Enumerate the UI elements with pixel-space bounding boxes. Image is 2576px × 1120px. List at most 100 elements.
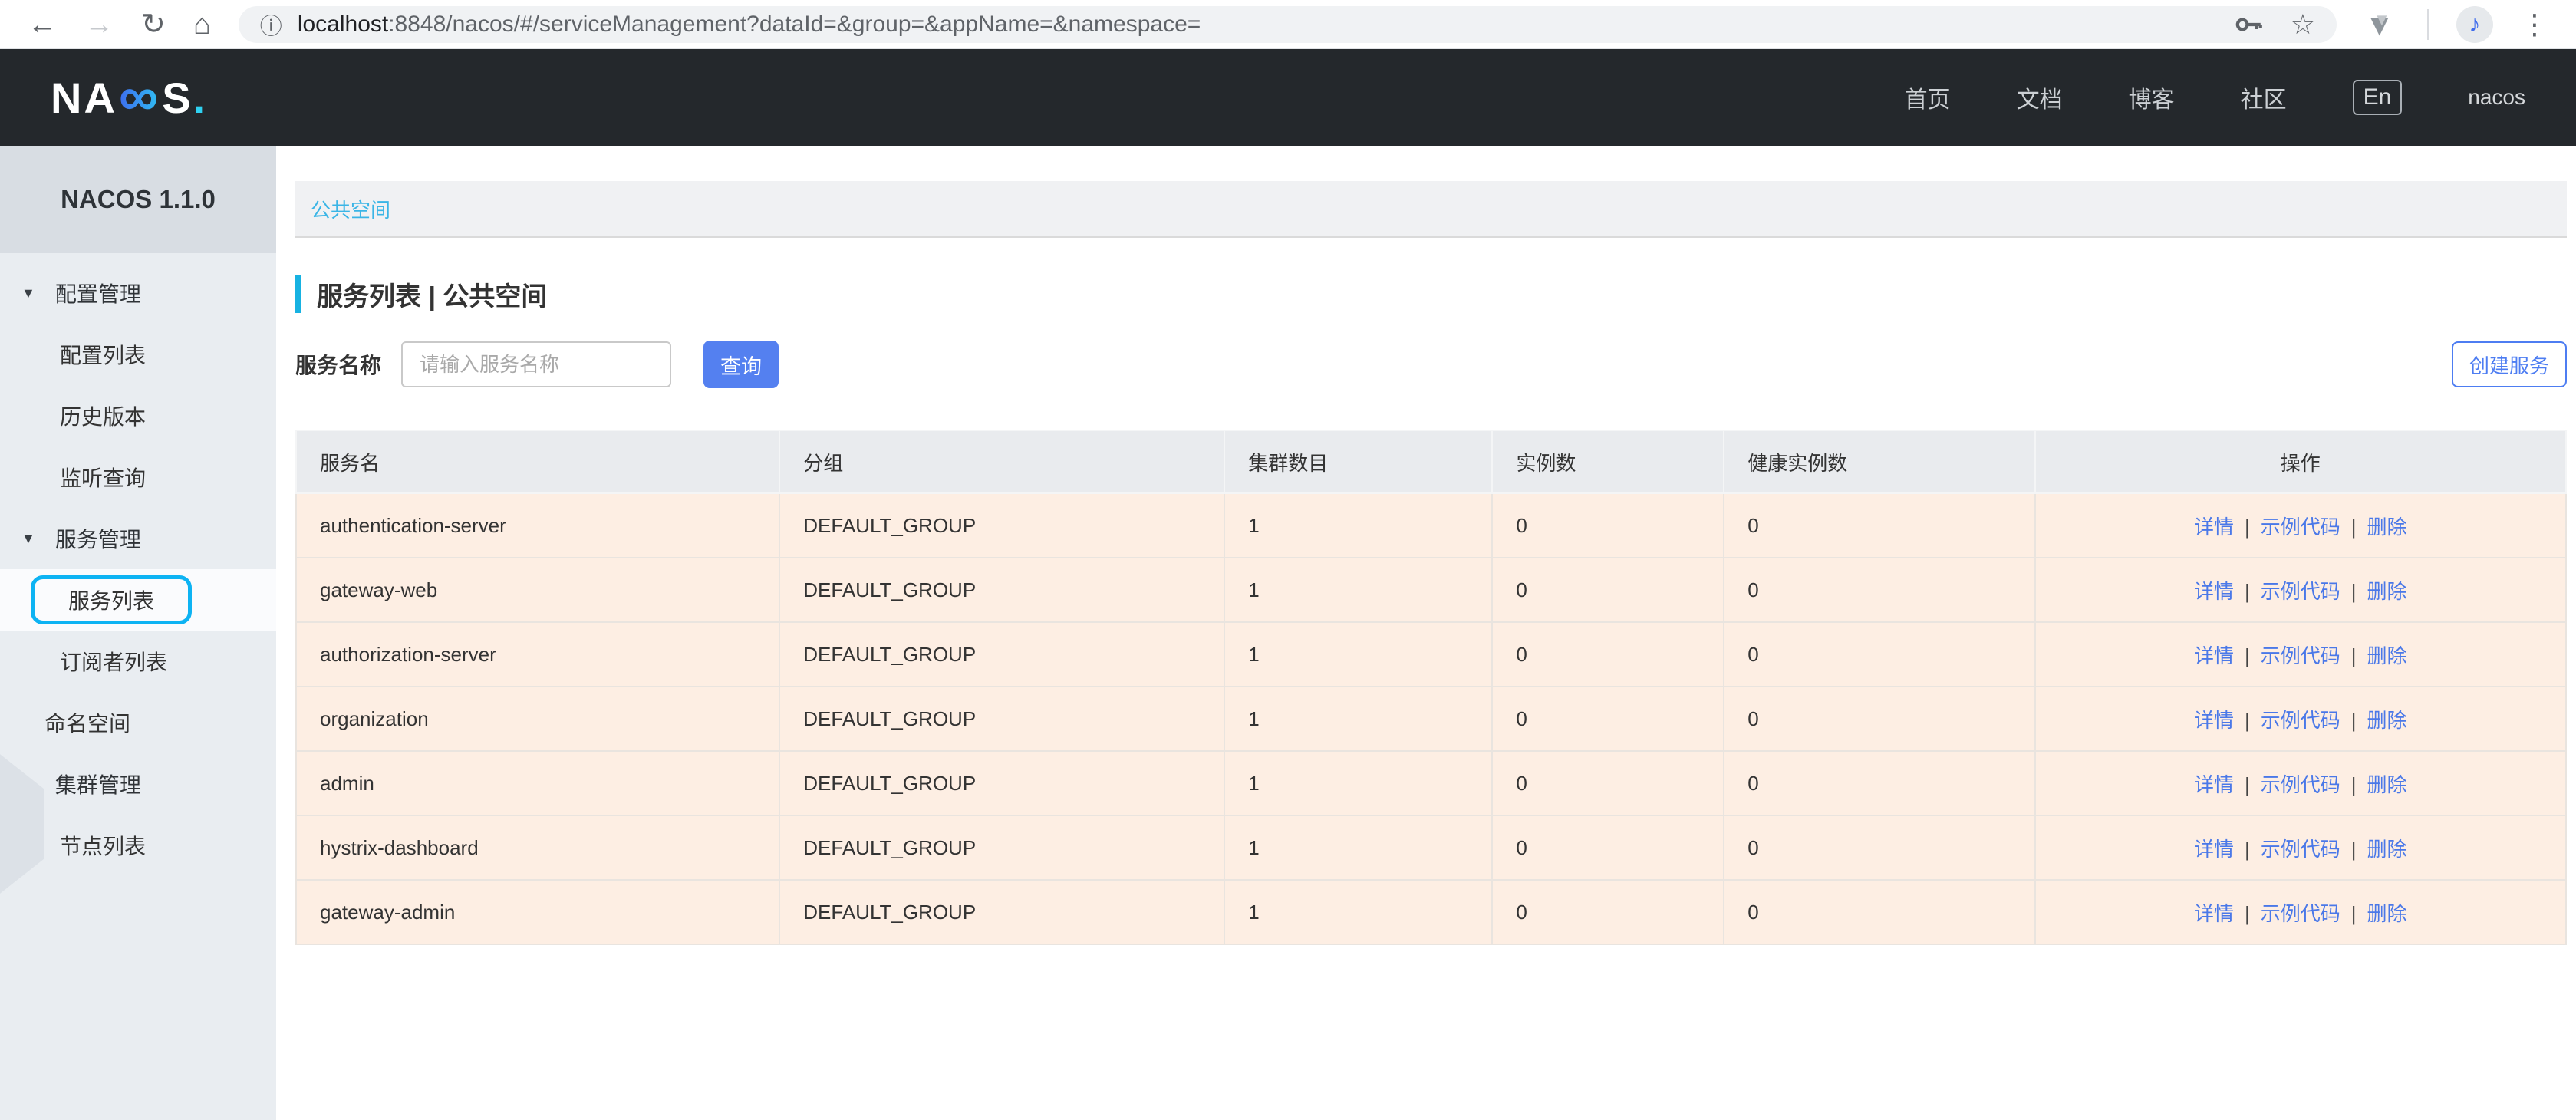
delete-link[interactable]: 删除 (2367, 772, 2407, 796)
url-host: localhost (297, 11, 389, 37)
nav-community[interactable]: 社区 (2240, 87, 2287, 113)
sidebar: NACOS 1.1.0 ▼ 配置管理 配置列表 历史版本 监听查询 ▼ 服务管理… (0, 146, 276, 1120)
sample-code-link[interactable]: 示例代码 (2260, 644, 2340, 667)
language-toggle[interactable]: En (2352, 80, 2403, 115)
service-name-cell: authorization-server (295, 621, 781, 687)
home-icon[interactable]: ⌂ (193, 8, 211, 41)
sidebar-item-config-list[interactable]: 配置列表 (60, 344, 147, 367)
actions-cell: 详情 | 示例代码 | 删除 (2034, 492, 2568, 558)
key-icon[interactable] (2232, 8, 2265, 41)
bookmark-star-icon[interactable]: ☆ (2290, 8, 2315, 40)
user-menu[interactable]: nacos (2468, 85, 2525, 109)
sidebar-item-listen-query[interactable]: 监听查询 (60, 466, 147, 490)
sample-code-link[interactable]: 示例代码 (2260, 837, 2340, 861)
table-row: authentication-server DEFAULT_GROUP 1 0 … (295, 492, 2568, 558)
col-instance-count: 实例数 (1491, 430, 1725, 494)
cluster-count-cell: 1 (1224, 621, 1494, 687)
cluster-count-cell: 1 (1224, 492, 1494, 558)
delete-link[interactable]: 删除 (2367, 515, 2407, 539)
extension-icon[interactable]: ♪ (2456, 5, 2493, 43)
sidebar-item-history[interactable]: 历史版本 (60, 405, 147, 429)
create-service-button[interactable]: 创建服务 (2452, 341, 2567, 387)
group-cell: DEFAULT_GROUP (779, 621, 1226, 687)
vue-devtools-icon[interactable]: ▼ ▼ (2364, 8, 2395, 42)
sidebar-item-namespace[interactable]: 命名空间 (44, 712, 131, 736)
group-cell: DEFAULT_GROUP (779, 815, 1226, 881)
url-text[interactable]: localhost:8848/nacos/#/serviceManagement… (298, 12, 1201, 38)
table-row: authorization-server DEFAULT_GROUP 1 0 0… (295, 621, 2568, 687)
sample-code-link[interactable]: 示例代码 (2260, 708, 2340, 732)
forward-icon[interactable]: → (84, 8, 114, 41)
detail-link[interactable]: 详情 (2193, 901, 2234, 925)
action-separator: | (2350, 515, 2357, 539)
delete-link[interactable]: 删除 (2367, 708, 2407, 732)
detail-link[interactable]: 详情 (2193, 644, 2234, 667)
instance-count-cell: 0 (1491, 815, 1725, 881)
detail-link[interactable]: 详情 (2193, 708, 2234, 732)
sample-code-link[interactable]: 示例代码 (2260, 772, 2340, 796)
back-icon[interactable]: ← (28, 8, 57, 41)
delete-link[interactable]: 删除 (2367, 579, 2407, 603)
query-button[interactable]: 查询 (703, 341, 779, 388)
table-row: hystrix-dashboard DEFAULT_GROUP 1 0 0 详情… (295, 815, 2568, 881)
service-name-input[interactable] (401, 341, 672, 387)
action-separator: | (2245, 772, 2250, 796)
delete-link[interactable]: 删除 (2367, 901, 2407, 925)
service-table-body: authentication-server DEFAULT_GROUP 1 0 … (295, 492, 2568, 945)
action-separator: | (2350, 837, 2357, 861)
col-group: 分组 (779, 430, 1226, 494)
sample-code-link[interactable]: 示例代码 (2260, 579, 2340, 603)
detail-link[interactable]: 详情 (2193, 772, 2234, 796)
sidebar-item-service-list[interactable]: 服务列表 (0, 569, 276, 631)
title-accent-bar (295, 275, 301, 313)
sample-code-link[interactable]: 示例代码 (2260, 901, 2340, 925)
sidebar-item-subscribers[interactable]: 订阅者列表 (60, 651, 168, 674)
service-name-cell: admin (295, 750, 781, 816)
cluster-count-cell: 1 (1224, 815, 1494, 881)
address-bar[interactable]: ⓘ localhost:8848/nacos/#/serviceManageme… (238, 5, 2337, 43)
sample-code-link[interactable]: 示例代码 (2260, 515, 2340, 539)
sidebar-group-config[interactable]: ▼ 配置管理 (21, 282, 141, 306)
sidebar-group-service[interactable]: ▼ 服务管理 (21, 528, 141, 552)
service-table: 服务名 分组 集群数目 实例数 健康实例数 操作 authentication-… (295, 430, 2568, 945)
chevron-down-icon: ▼ (21, 285, 35, 301)
delete-link[interactable]: 删除 (2367, 644, 2407, 667)
action-separator: | (2245, 837, 2250, 861)
table-row: gateway-web DEFAULT_GROUP 1 0 0 详情 | 示例代码 |… (295, 557, 2568, 623)
group-cell: DEFAULT_GROUP (779, 879, 1226, 945)
table-row: admin DEFAULT_GROUP 1 0 0 详情 | 示例代码 | 删除 (295, 750, 2568, 816)
detail-link[interactable]: 详情 (2193, 579, 2234, 603)
actions-cell: 详情 | 示例代码 | 删除 (2034, 686, 2568, 752)
service-name-cell: hystrix-dashboard (295, 815, 781, 881)
action-separator: | (2350, 579, 2357, 603)
nav-blog[interactable]: 博客 (2128, 87, 2175, 113)
page-title-row: 服务列表 | 公共空间 (295, 275, 2576, 313)
group-cell: DEFAULT_GROUP (779, 557, 1226, 623)
breadcrumb-namespace-link[interactable]: 公共空间 (311, 198, 391, 222)
col-actions: 操作 (2034, 430, 2568, 494)
action-separator: | (2245, 515, 2250, 539)
site-info-icon[interactable]: ⓘ (259, 14, 282, 39)
delete-link[interactable]: 删除 (2367, 837, 2407, 861)
browser-menu-icon[interactable]: ⋮ (2521, 8, 2548, 40)
nacos-logo[interactable]: NA ∞ S. (51, 66, 208, 128)
top-nav: 首页 文档 博客 社区 En nacos (1905, 80, 2525, 115)
nav-docs[interactable]: 文档 (2016, 87, 2063, 113)
sidebar-menu: ▼ 配置管理 配置列表 历史版本 监听查询 ▼ 服务管理 服务列表 订阅者列表 … (0, 253, 276, 876)
cluster-count-cell: 1 (1224, 750, 1494, 816)
healthy-count-cell: 0 (1723, 492, 2036, 558)
reload-icon[interactable]: ↻ (141, 8, 166, 41)
active-item-outline: 服务列表 (31, 575, 193, 624)
sidebar-item-node-list[interactable]: 节点列表 (60, 835, 147, 858)
actions-cell: 详情 | 示例代码 | 删除 (2034, 815, 2568, 881)
table-row: gateway-admin DEFAULT_GROUP 1 0 0 详情 | 示例代… (295, 879, 2568, 945)
url-path: :8848/nacos/#/serviceManagement?dataId=&… (388, 11, 1201, 37)
toolbar-divider (2427, 8, 2429, 40)
instance-count-cell: 0 (1491, 879, 1725, 945)
nav-home[interactable]: 首页 (1904, 87, 1951, 113)
action-separator: | (2350, 901, 2357, 925)
detail-link[interactable]: 详情 (2193, 515, 2234, 539)
detail-link[interactable]: 详情 (2193, 837, 2234, 861)
healthy-count-cell: 0 (1723, 750, 2036, 816)
action-separator: | (2350, 644, 2357, 667)
